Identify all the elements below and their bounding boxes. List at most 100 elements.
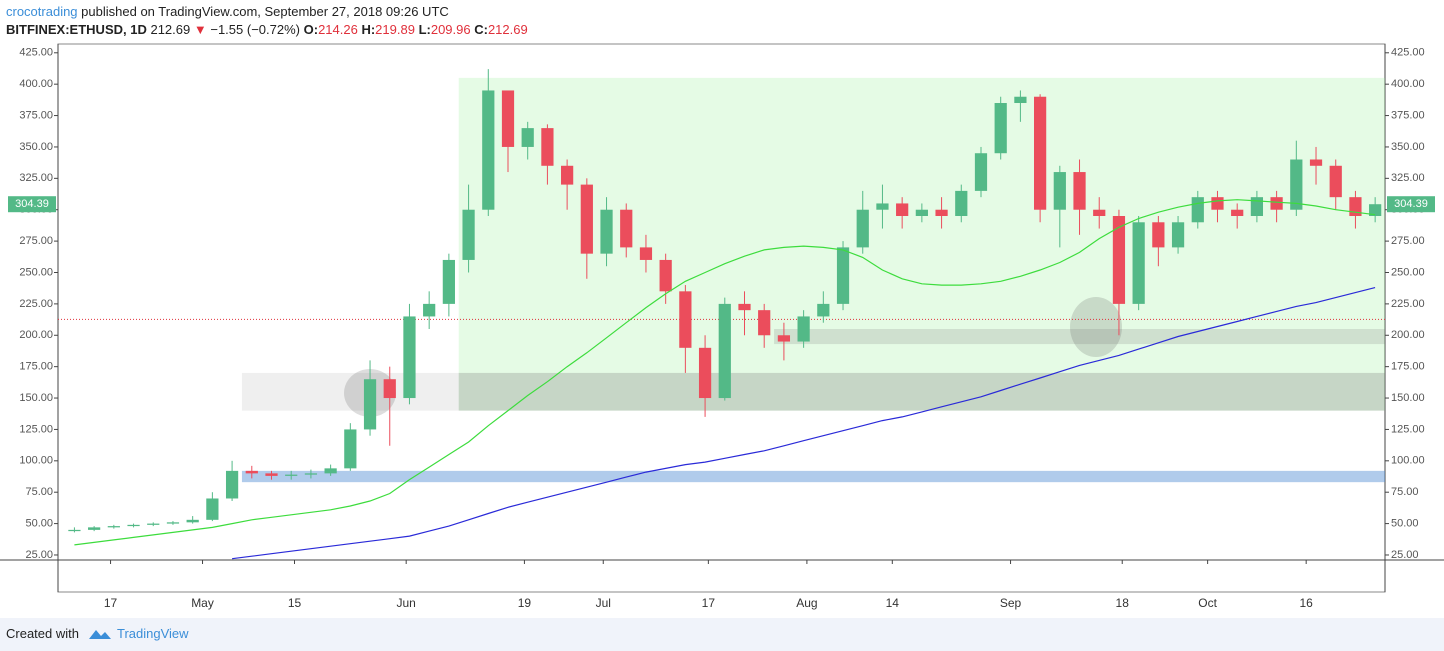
- candle-body: [442, 259, 455, 304]
- candle-body: [1093, 209, 1106, 216]
- candle-body: [1270, 197, 1283, 210]
- x-tick-label: May: [191, 596, 214, 610]
- highlight-circle: [1070, 297, 1122, 357]
- candle-body: [659, 259, 672, 292]
- y-tick-label: 25.00: [25, 549, 53, 561]
- moving-average: [74, 199, 1376, 546]
- y-tick-label: 75.00: [25, 486, 53, 498]
- candle-body: [147, 523, 160, 525]
- last-price-label: 304.39: [1394, 198, 1428, 210]
- candle-body: [1034, 96, 1047, 210]
- zone: [774, 328, 1385, 345]
- y-tick-label: 400.00: [19, 78, 53, 90]
- o-label: O:: [303, 22, 319, 37]
- candle-body: [817, 303, 830, 317]
- candle-body: [896, 203, 909, 216]
- candle-body: [225, 470, 239, 499]
- y-tick-label: 425.00: [19, 47, 53, 59]
- candle-body: [521, 128, 534, 147]
- symbol-line: BITFINEX:ETHUSD, 1D 212.69 ▼ −1.55 (−0.7…: [6, 21, 528, 39]
- zone: [458, 372, 1385, 411]
- y-tick-label: 50.00: [1391, 517, 1419, 529]
- x-tick-label: 19: [518, 596, 532, 610]
- candle-body: [876, 203, 889, 210]
- y-tick-label: 425.00: [1391, 47, 1425, 59]
- author[interactable]: crocotrading: [6, 4, 78, 19]
- candle-body: [620, 209, 633, 248]
- y-tick-label: 275.00: [19, 235, 53, 247]
- last: 212.69: [150, 22, 191, 37]
- y-tick-label: 125.00: [19, 423, 53, 435]
- y-tick-label: 225.00: [19, 298, 53, 310]
- y-tick-label: 250.00: [19, 266, 53, 278]
- l-value: 209.96: [430, 22, 471, 37]
- candle-body: [285, 474, 298, 476]
- candle-body: [403, 316, 416, 399]
- y-tick-label: 350.00: [19, 141, 53, 153]
- candle-body: [955, 190, 968, 216]
- candle-body: [462, 209, 475, 260]
- brand[interactable]: TradingView: [117, 626, 189, 641]
- published: published on TradingView.com, September …: [81, 4, 449, 19]
- x-tick-label: Jun: [396, 596, 415, 610]
- candle-body: [797, 316, 810, 342]
- candle-body: [344, 429, 357, 469]
- y-tick-label: 400.00: [1391, 78, 1425, 90]
- candle-body: [580, 184, 593, 254]
- candle-body: [718, 303, 731, 399]
- x-tick-label: Oct: [1198, 596, 1217, 610]
- candle-body: [561, 165, 574, 185]
- candle-body: [501, 90, 515, 147]
- x-tick-label: 16: [1299, 596, 1313, 610]
- moving-average: [232, 287, 1376, 560]
- y-tick-label: 175.00: [19, 361, 53, 373]
- candle-body: [1171, 222, 1185, 248]
- c-value: 212.69: [487, 22, 528, 37]
- h-label: H:: [361, 22, 376, 37]
- candle-body: [482, 90, 495, 210]
- x-tick-label: 14: [886, 596, 900, 610]
- y-tick-label: 225.00: [1391, 298, 1425, 310]
- candle-body: [245, 470, 258, 474]
- candle-body: [1132, 222, 1145, 304]
- x-tick-label: 17: [104, 596, 118, 610]
- zone: [241, 372, 1386, 411]
- candle-body: [265, 473, 278, 476]
- candle-body: [836, 247, 850, 304]
- y-tick-label: 150.00: [1391, 392, 1425, 404]
- x-tick-label: Sep: [1000, 596, 1022, 610]
- y-tick-label: 125.00: [1391, 423, 1425, 435]
- footer: Created with TradingView: [0, 618, 1444, 651]
- candle-body: [777, 335, 791, 342]
- y-tick-label: 375.00: [1391, 109, 1425, 121]
- candle-body: [738, 303, 751, 311]
- candle-body: [1309, 159, 1323, 166]
- candle-body: [1014, 96, 1027, 104]
- arrow: ▼: [193, 22, 207, 37]
- candle-body: [166, 522, 180, 524]
- header: crocotrading published on TradingView.co…: [6, 3, 528, 39]
- y-tick-label: 75.00: [1391, 486, 1419, 498]
- y-tick-label: 325.00: [1391, 172, 1425, 184]
- h-value: 219.89: [375, 22, 415, 37]
- x-tick-label: 18: [1116, 596, 1130, 610]
- candle-body: [107, 526, 120, 528]
- candle-body: [856, 209, 869, 248]
- y-tick-label: 350.00: [1391, 141, 1425, 153]
- candle-body: [1053, 172, 1066, 210]
- x-tick-label: Jul: [596, 596, 611, 610]
- candle-body: [324, 468, 337, 474]
- candle-body: [68, 529, 81, 532]
- candle-body: [304, 473, 318, 475]
- l-label: L:: [418, 22, 431, 37]
- candle-body: [206, 498, 219, 520]
- candle-body: [935, 209, 948, 216]
- candle-body: [88, 527, 101, 530]
- y-tick-label: 25.00: [1391, 549, 1419, 561]
- publish-line: crocotrading published on TradingView.co…: [6, 3, 528, 21]
- x-tick-label: 15: [288, 596, 302, 610]
- created-with: Created with: [6, 626, 79, 641]
- candle-body: [1290, 159, 1303, 210]
- change: −1.55 (−0.72%): [210, 22, 300, 37]
